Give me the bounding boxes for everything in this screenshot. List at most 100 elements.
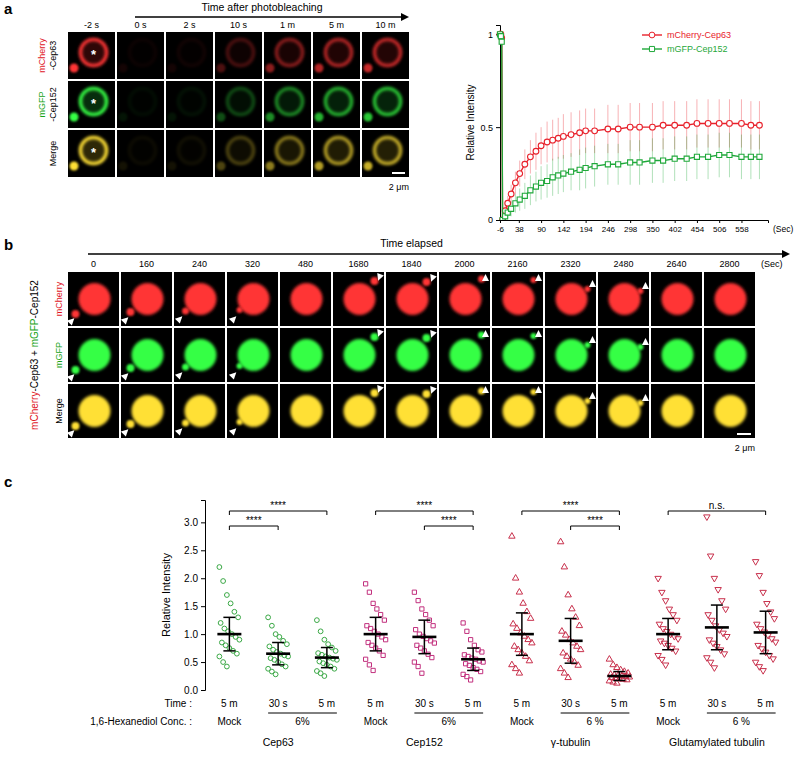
sd-cap: [321, 647, 333, 649]
condensate: [715, 283, 747, 315]
conc-label: Mock: [656, 716, 681, 727]
condensate: [662, 339, 694, 371]
image-background: [174, 384, 225, 438]
image-background: [117, 81, 164, 128]
data-point: [516, 588, 522, 594]
data-point: [322, 637, 327, 642]
tick-label: 142: [557, 225, 571, 234]
tick-label: 0.0: [184, 685, 198, 696]
legend-marker: [649, 32, 655, 38]
tick: 2.0: [184, 573, 205, 584]
droplet: [72, 422, 80, 430]
time-label: 2 s: [183, 20, 196, 30]
tick-mark: [652, 220, 653, 223]
image-panel: [439, 384, 490, 438]
arrowhead: [428, 274, 437, 283]
condensate: [291, 339, 323, 371]
data-point: [416, 598, 420, 602]
time-label: 5 m: [660, 698, 677, 709]
condensate-inner: [328, 140, 350, 162]
time-label: 2160: [507, 259, 527, 269]
image-panel: [174, 384, 225, 438]
data-point: [662, 663, 668, 669]
data-point: [655, 653, 661, 659]
condensate-ring: [375, 40, 401, 66]
condensate: [79, 339, 111, 371]
data-point: [432, 641, 436, 645]
significance-bracket: [424, 526, 473, 530]
tick-mark: [201, 606, 205, 607]
data-point: [569, 605, 575, 611]
time-label: 2000: [454, 259, 474, 269]
data-point: [431, 624, 435, 628]
condensate: [450, 283, 482, 315]
data-point: [717, 152, 722, 157]
tick-mark: [697, 220, 698, 223]
data-point: [721, 652, 727, 658]
image-background: [264, 81, 311, 128]
image-background: [166, 32, 213, 79]
image-panel: [545, 328, 596, 382]
time-label: 5 m: [757, 698, 774, 709]
condensate-ring: [228, 40, 254, 66]
sd-cap: [370, 617, 382, 619]
condensate-inner: [230, 140, 252, 162]
condensate: [238, 339, 270, 371]
time-label: 30 s: [269, 698, 288, 709]
tick-mark: [201, 662, 205, 663]
data-point: [615, 126, 621, 132]
data-point: [461, 621, 465, 625]
condensate: [238, 283, 270, 315]
tick-label: 3.0: [184, 517, 198, 528]
droplet: [119, 113, 128, 122]
tick-mark: [519, 220, 520, 223]
image-background: [121, 384, 172, 438]
tick-label: 0: [488, 215, 493, 225]
image-panel: [333, 328, 384, 382]
condensate-ring: [228, 89, 254, 115]
signal: [375, 89, 401, 115]
condensate: [79, 283, 111, 315]
data-point: [528, 188, 533, 193]
conc-span: [561, 713, 630, 714]
row-label: Time :: [165, 698, 192, 709]
arrowhead: [121, 427, 131, 437]
tick: -6: [497, 220, 505, 234]
condensate-ring: [277, 89, 303, 115]
tick-mark: [541, 220, 542, 223]
significance-bracket: [229, 511, 327, 515]
condensate-ring: [130, 89, 156, 115]
droplet: [364, 162, 373, 171]
arrowhead: [642, 282, 649, 289]
condensate-inner: [377, 42, 399, 64]
data-point: [412, 590, 416, 594]
data-point: [424, 612, 428, 616]
image-panel: [492, 272, 543, 326]
data-point: [538, 143, 544, 149]
data-point: [672, 156, 677, 161]
sd-cap: [760, 610, 772, 612]
data-point: [522, 193, 527, 198]
image-background: [362, 130, 409, 177]
data-point: [659, 590, 665, 596]
data-point: [525, 636, 531, 642]
time-label: 5 m: [367, 698, 384, 709]
condensate: [185, 283, 217, 315]
data-point: [684, 122, 690, 128]
data-point: [505, 200, 511, 206]
signal: [179, 138, 205, 164]
signal: [375, 40, 401, 66]
plot-area: [217, 515, 779, 685]
tick-label: 402: [668, 225, 682, 234]
mean-line: [559, 640, 583, 643]
condensate: [344, 283, 376, 315]
significance-label: n.s.: [709, 500, 725, 511]
panel-label: b: [4, 236, 13, 253]
image-background: [492, 272, 543, 326]
signal: [130, 138, 156, 164]
condensate: [291, 395, 323, 427]
image-panel: [264, 130, 311, 177]
tick-label: 558: [735, 225, 749, 234]
data-point: [269, 623, 274, 628]
condensate-ring: [130, 138, 156, 164]
